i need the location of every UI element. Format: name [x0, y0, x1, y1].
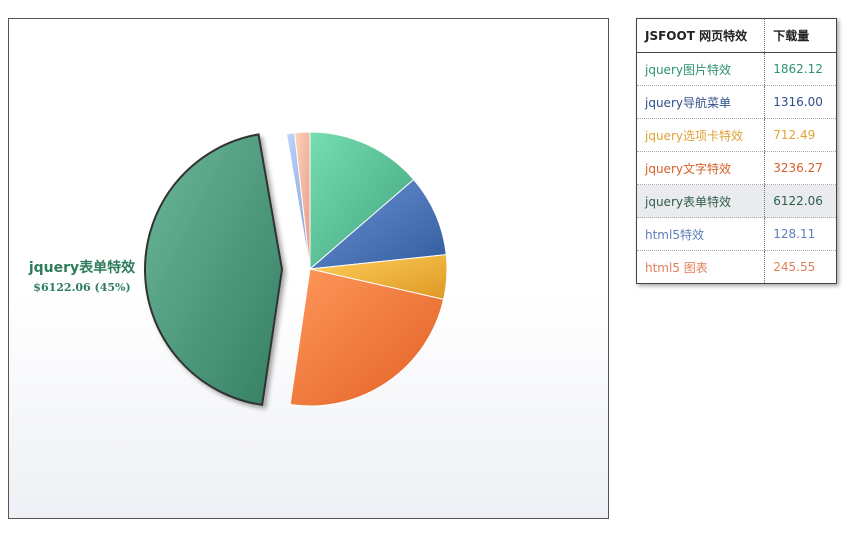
legend-header-name: JSFOOT 网页特效 [637, 19, 765, 53]
legend-row[interactable]: jquery表单特效 6122.06 [637, 184, 836, 218]
legend-row-value: 1862.12 [764, 52, 836, 86]
pie-slice-6[interactable] [293, 131, 311, 270]
legend-row-name: html5 图表 [645, 260, 708, 275]
legend-row-value: 6122.06 [764, 184, 836, 218]
legend-row-name: html5特效 [637, 217, 765, 251]
legend-row-name: jquery表单特效 [637, 184, 765, 218]
legend-row[interactable]: jquery选项卡特效 712.49 [637, 118, 836, 152]
legend-header-row: JSFOOT 网页特效 下载量 [637, 19, 836, 53]
legend-table: JSFOOT 网页特效 下载量 jquery图片特效 1862.12 jquer… [636, 18, 837, 284]
callout-name: jquery表单特效 [28, 260, 136, 276]
pie-chart-area: jquery表单特效 $6122.06 (45%) [8, 18, 609, 519]
legend-row-value: 712.49 [764, 118, 836, 152]
callout-value: $6122.06 (45%) [33, 281, 131, 294]
pie-slice-1[interactable] [308, 178, 447, 270]
legend-row-name: jquery选项卡特效 [637, 118, 765, 152]
legend-row-value: 3236.27 [764, 151, 836, 185]
legend-row[interactable]: jquery图片特效 1862.12 [637, 52, 836, 86]
legend-row-name: jquery文字特效 [637, 151, 765, 185]
legend-header-value: 下载量 [764, 19, 836, 53]
pie-slice-3[interactable] [289, 268, 445, 407]
pie-slice-4[interactable] [144, 133, 284, 407]
legend-row-name: jquery导航菜单 [637, 85, 765, 119]
legend-row-value: 245.55 [764, 250, 836, 283]
pie-chart [144, 131, 448, 407]
legend-row-value: 128.11 [764, 217, 836, 251]
legend-row[interactable]: html5 图表 245.55 [637, 250, 836, 283]
legend-row[interactable]: jquery文字特效 3236.27 [637, 151, 836, 185]
legend-row-value: 1316.00 [764, 85, 836, 119]
slice-callout: jquery表单特效 $6122.06 (45%) [9, 257, 155, 294]
legend-row[interactable]: jquery导航菜单 1316.00 [637, 85, 836, 119]
legend-row[interactable]: html5特效 128.11 [637, 217, 836, 251]
legend-row-name: jquery图片特效 [637, 52, 765, 86]
pie-slice-0[interactable] [309, 131, 415, 271]
